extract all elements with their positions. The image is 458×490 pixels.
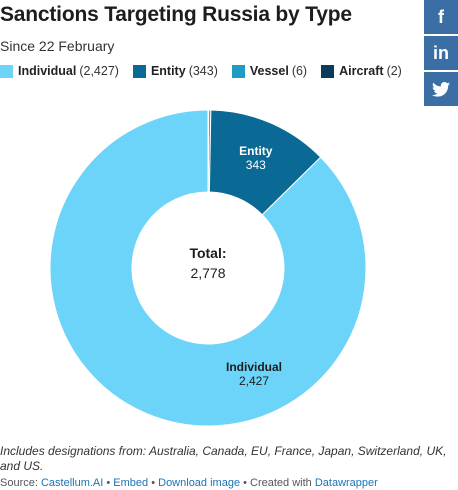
linkedin-icon: in [433, 42, 449, 63]
slice-label-entity-value: 343 [246, 158, 266, 172]
legend-item-aircraft: Aircraft (2) [321, 64, 402, 78]
legend-swatch [321, 64, 335, 78]
chart-title: Sanctions Targeting Russia by Type [0, 3, 352, 26]
donut-slice-individual[interactable] [49, 109, 367, 427]
legend-count: (343) [188, 64, 218, 78]
legend-swatch [231, 64, 245, 78]
created-prefix: Created with [250, 477, 315, 489]
download-image-link[interactable]: Download image [158, 477, 241, 489]
footer-separator: • [148, 477, 159, 489]
legend-item-individual: Individual (2,427) [0, 64, 119, 78]
legend-label: Entity [150, 64, 186, 78]
legend-swatch [0, 64, 13, 78]
source-link[interactable]: Castellum.AI [40, 477, 104, 489]
legend-count: (6) [291, 64, 308, 78]
slice-label-individual-value: 2,427 [239, 374, 269, 388]
legend-item-entity: Entity (343) [132, 64, 218, 78]
legend-count: (2) [386, 64, 402, 78]
facebook-icon: f [438, 6, 444, 27]
slice-label-entity-name: Entity [239, 144, 273, 158]
legend-label: Aircraft [339, 64, 384, 78]
legend-swatch [132, 64, 146, 78]
chart-footer: Source: Castellum.AI • Embed • Download … [0, 477, 378, 489]
chart-notes: Includes designations from: Australia, C… [0, 444, 447, 473]
datawrapper-link[interactable]: Datawrapper [314, 477, 378, 489]
facebook-share-button[interactable]: f [424, 0, 458, 34]
legend-item-vessel: Vessel (6) [231, 64, 308, 78]
twitter-icon [432, 81, 450, 97]
twitter-share-button[interactable] [424, 72, 458, 106]
linkedin-share-button[interactable]: in [424, 36, 458, 70]
footer-separator: • [103, 477, 114, 489]
slice-label-individual-name: Individual [226, 360, 282, 374]
legend-label: Vessel [249, 64, 289, 78]
source-prefix: Source: [0, 477, 41, 489]
share-bar: f in [424, 0, 458, 108]
center-total-value: 2,778 [190, 265, 225, 281]
legend-label: Individual [18, 64, 77, 78]
footer-separator: • [240, 477, 251, 489]
legend-count: (2,427) [79, 64, 119, 78]
chart-subtitle: Since 22 February [0, 38, 115, 54]
embed-link[interactable]: Embed [113, 477, 149, 489]
center-total-label: Total: [189, 245, 226, 261]
legend: Individual (2,427) Entity (343) Vessel (… [0, 64, 416, 78]
